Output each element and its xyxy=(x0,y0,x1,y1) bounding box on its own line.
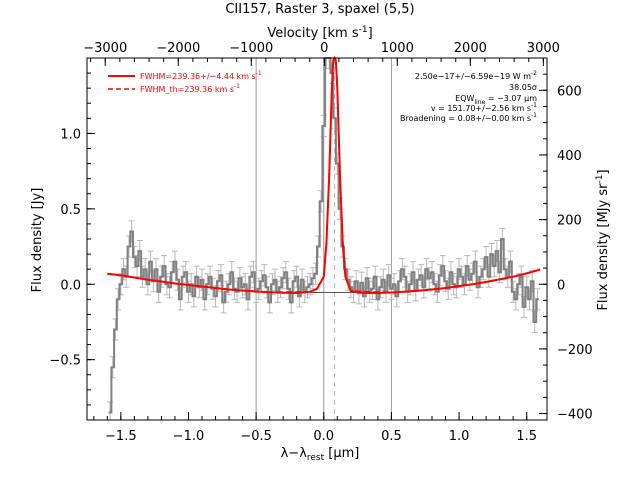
legend-label-solid: FWHM=239.36+/−4.44 km s-1 xyxy=(140,70,262,81)
y-tick-label: 0.5 xyxy=(60,203,81,218)
top-tick-label: −2000 xyxy=(156,41,200,56)
right-tick-label: 200 xyxy=(557,214,582,229)
data-layer xyxy=(107,55,541,421)
chart-title: CII157, Raster 3, spaxel (5,5) xyxy=(225,2,414,17)
annotation-sigma: 38.05σ xyxy=(509,83,537,92)
top-tick-label: 1000 xyxy=(381,41,414,56)
annotation-velocity: v = 151.70+/−2.56 km s-1 xyxy=(431,102,537,113)
annotation-flux: 2.50e−17+/−6.59e−19 W m-2 xyxy=(415,70,537,81)
right-tick-label: −200 xyxy=(557,343,593,358)
spectrum-steps xyxy=(108,57,539,414)
top-tick-label: 2000 xyxy=(454,41,487,56)
x-axis-label: λ−λrest [μm] xyxy=(281,446,360,463)
x-tick-label: 1.5 xyxy=(516,429,537,444)
top-tick-label: 0 xyxy=(320,41,328,56)
top-tick-label: −1000 xyxy=(229,41,273,56)
y-axis-label: Flux density [Jy] xyxy=(30,188,45,293)
annotation-broadening: Broadening = 0.08+/−0.00 km s-1 xyxy=(400,112,537,123)
right-tick-label: −400 xyxy=(557,408,593,423)
y-tick-label: −0.5 xyxy=(49,354,81,369)
x-tick-label: −0.5 xyxy=(240,429,272,444)
right-tick-label: 400 xyxy=(557,149,582,164)
right-tick-label: 0 xyxy=(557,278,565,293)
y-tick-label: 0.0 xyxy=(60,278,81,293)
legend-label-dashed: FWHM_th=239.36 km s-1 xyxy=(140,83,240,94)
fit-curve-dashed xyxy=(107,56,541,294)
y-tick-label: 1.0 xyxy=(60,127,81,142)
x-tick-label: −1.0 xyxy=(173,429,205,444)
fit-annotations: 2.50e−17+/−6.59e−19 W m-2 38.05σ EQWline… xyxy=(400,70,537,123)
legend: FWHM=239.36+/−4.44 km s-1 FWHM_th=239.36… xyxy=(108,70,262,94)
x-tick-label: 0.5 xyxy=(381,429,402,444)
right-tick-label: 600 xyxy=(557,84,582,99)
top-axis-label: Velocity [km s-1] xyxy=(267,25,372,41)
top-tick-label: −3000 xyxy=(83,41,127,56)
x-tick-label: 0.0 xyxy=(313,429,334,444)
x-tick-label: 1.0 xyxy=(449,429,470,444)
x-tick-label: −1.5 xyxy=(105,429,137,444)
y-right-axis-label: Flux density [MJy sr-1] xyxy=(595,169,611,310)
top-tick-label: 3000 xyxy=(527,41,560,56)
annotation-eqw: EQWline = −3.07 μm xyxy=(455,94,537,106)
